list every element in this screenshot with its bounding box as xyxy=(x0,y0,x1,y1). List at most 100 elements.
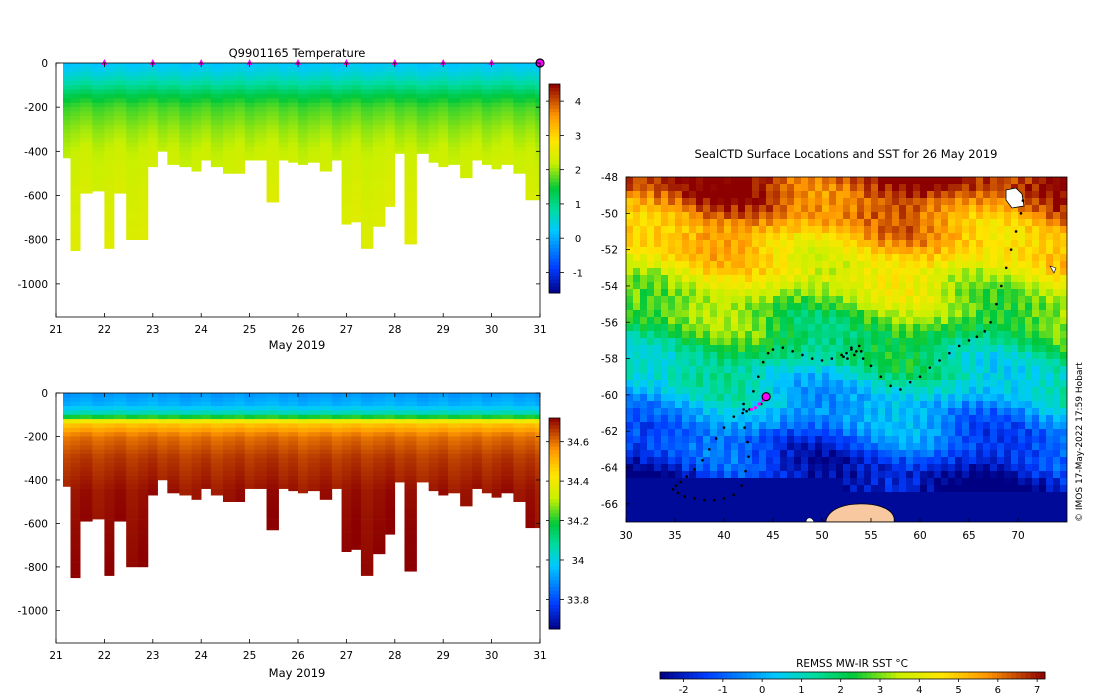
section-cell xyxy=(126,527,139,533)
section-cell xyxy=(385,138,396,143)
section-cell xyxy=(126,85,139,90)
section-cell xyxy=(385,484,396,489)
section-cell xyxy=(167,129,180,134)
sst-cell xyxy=(731,478,739,486)
section-cell xyxy=(210,488,224,494)
sst-cell xyxy=(738,219,746,227)
sst-cell xyxy=(899,303,907,311)
section-cell xyxy=(288,471,299,476)
section-cell xyxy=(351,124,362,130)
sst-cell xyxy=(689,345,697,353)
sst-cell xyxy=(913,457,921,465)
sst-cell xyxy=(626,422,634,430)
section-cell xyxy=(341,93,352,99)
section-cell xyxy=(298,102,308,108)
sst-cell xyxy=(927,317,935,325)
section-cell xyxy=(126,419,139,424)
section-cell xyxy=(138,497,149,502)
section-cell xyxy=(385,204,396,207)
sst-cell xyxy=(836,254,844,262)
sst-cell xyxy=(794,366,802,374)
sst-cell xyxy=(927,387,935,395)
sst-cell xyxy=(850,457,858,465)
sst-cell xyxy=(794,254,802,262)
section-cell xyxy=(360,432,374,437)
section-cell xyxy=(235,124,246,130)
sst-cell xyxy=(738,457,746,465)
sst-cell xyxy=(738,240,746,248)
section-cell xyxy=(385,199,396,205)
sst-cell xyxy=(717,212,725,220)
profile-marker xyxy=(149,59,156,65)
sst-cell xyxy=(927,471,935,479)
sst-cell xyxy=(899,282,907,290)
colorbar-segment xyxy=(549,558,560,563)
section-cell xyxy=(63,107,71,112)
sst-cell xyxy=(857,408,865,416)
sst-cell xyxy=(689,436,697,444)
sst-cell xyxy=(864,317,872,325)
section-cell xyxy=(70,566,81,572)
section-cell xyxy=(501,80,514,86)
section-cell xyxy=(235,67,246,73)
colorbar-segment xyxy=(549,590,560,595)
section-cell xyxy=(70,510,81,516)
section-cell xyxy=(351,98,362,104)
colorbar-segment xyxy=(549,254,560,259)
section-cell xyxy=(438,80,449,86)
section-cell xyxy=(104,553,115,559)
section-cell xyxy=(404,479,417,485)
colorbar-segment xyxy=(549,621,560,626)
section-cell xyxy=(70,445,81,450)
section-cell xyxy=(491,479,502,485)
sst-cell xyxy=(892,436,900,444)
sst-cell xyxy=(850,415,858,423)
sst-cell xyxy=(906,303,914,311)
section-cell xyxy=(501,111,514,117)
sst-cell xyxy=(647,345,655,353)
sst-cell xyxy=(731,464,739,472)
section-cell xyxy=(266,462,279,468)
sst-cell xyxy=(801,289,809,297)
section-cell xyxy=(80,423,93,429)
section-cell xyxy=(179,436,192,442)
section-cell xyxy=(535,155,540,161)
section-cell xyxy=(535,160,540,165)
section-cell xyxy=(428,146,439,152)
sst-cell xyxy=(661,268,669,276)
section-cell xyxy=(80,445,93,450)
section-cell xyxy=(222,393,236,398)
sst-cell xyxy=(759,422,767,430)
section-cell xyxy=(307,142,321,148)
section-cell xyxy=(341,67,352,73)
section-cell xyxy=(266,466,279,472)
section-cell xyxy=(254,80,267,86)
section-cell xyxy=(210,124,224,130)
sst-cell xyxy=(913,520,921,522)
section-cell xyxy=(191,414,202,420)
sst-cell xyxy=(654,303,662,311)
section-cell xyxy=(80,401,93,407)
section-cell xyxy=(373,410,386,416)
section-cell xyxy=(138,164,149,170)
sst-cell xyxy=(871,282,879,290)
section-cell xyxy=(104,244,115,249)
section-cell xyxy=(307,466,321,472)
sst-cell xyxy=(647,394,655,402)
sst-cell xyxy=(885,282,893,290)
sst-cell xyxy=(885,394,893,402)
section-cell xyxy=(448,151,461,157)
section-cell xyxy=(535,85,540,90)
section-cell xyxy=(92,414,105,420)
sst-cell xyxy=(752,261,760,269)
section-cell xyxy=(167,116,180,121)
colorbar-segment xyxy=(549,240,560,245)
section-cell xyxy=(351,173,362,179)
sst-cell xyxy=(682,394,690,402)
sst-cell xyxy=(752,240,760,248)
section-cell xyxy=(404,488,417,494)
sst-cell xyxy=(745,485,753,493)
sst-cell xyxy=(710,198,718,206)
section-cell xyxy=(70,151,81,157)
sst-cell xyxy=(885,478,893,486)
